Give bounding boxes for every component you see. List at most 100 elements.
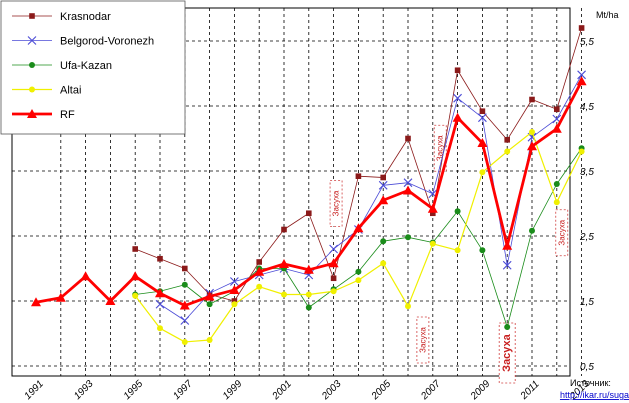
legend-marker [29, 62, 35, 68]
data-point [281, 291, 287, 298]
y-tick-label: 4,5 [580, 102, 594, 113]
data-point [231, 298, 238, 304]
data-point [181, 281, 188, 288]
data-point [553, 181, 560, 187]
data-point [305, 304, 312, 311]
drought-annotation: Засуха [332, 190, 341, 216]
data-point [478, 113, 487, 123]
data-point [577, 70, 586, 80]
data-point [256, 259, 262, 265]
data-point [553, 199, 560, 206]
data-point [31, 297, 41, 307]
y-tick-label: 2,5 [579, 232, 594, 243]
data-point [281, 226, 287, 233]
data-point [181, 338, 188, 345]
data-point [328, 258, 339, 268]
data-point [229, 284, 240, 294]
data-point [429, 240, 436, 247]
y-tick-label: 0,5 [580, 362, 594, 373]
data-point [479, 169, 486, 176]
x-tick-label: 2003 [319, 378, 344, 403]
data-point [305, 291, 312, 298]
legend-entry: Ufa-Kazan [60, 60, 112, 72]
data-point [529, 96, 535, 103]
drought-annotation: Засуха [557, 219, 566, 245]
drought-annotation: Засуха [436, 135, 445, 161]
drought-annotation: Засуха [418, 327, 427, 353]
data-point [206, 301, 213, 308]
data-point [479, 247, 486, 254]
source-link[interactable]: http://ikar.ru/sugar [560, 390, 629, 400]
x-tick-label: 1999 [221, 378, 245, 402]
data-point [454, 67, 461, 74]
series-rf [31, 76, 587, 310]
data-point [454, 247, 461, 254]
data-point [527, 141, 537, 151]
data-point [182, 265, 188, 272]
data-point [303, 264, 314, 274]
legend-marker [27, 109, 37, 118]
data-point [502, 240, 513, 250]
data-point [551, 123, 562, 133]
data-point [155, 288, 165, 298]
x-tick-label: 1997 [171, 378, 195, 402]
data-point [578, 148, 585, 155]
legend-marker [29, 13, 35, 19]
data-point [405, 234, 411, 241]
data-point [279, 258, 289, 268]
data-point [130, 271, 141, 281]
data-point [206, 337, 213, 343]
x-tick-label: 1995 [122, 378, 146, 402]
drought-annotation-box [329, 180, 343, 227]
data-point [479, 108, 486, 114]
data-point [330, 288, 337, 295]
data-point [504, 148, 511, 155]
legend-entry: Krasnodar [60, 11, 111, 23]
series-altai [132, 129, 585, 345]
series-line [159, 74, 582, 321]
x-tick-label: 2005 [369, 378, 394, 403]
data-point [329, 244, 338, 254]
data-point [578, 25, 585, 31]
data-point [378, 195, 389, 205]
data-point [355, 268, 362, 275]
data-point [306, 210, 312, 217]
data-point [403, 185, 413, 195]
data-point [157, 325, 163, 332]
legend-entry: Belgorod-Voronezh [60, 36, 154, 48]
data-point [353, 223, 364, 233]
data-point [380, 260, 387, 267]
data-point [132, 292, 139, 299]
legend-marker [29, 86, 35, 93]
y-tick-label: 1,5 [580, 297, 594, 308]
data-point [80, 271, 91, 281]
data-point [204, 291, 215, 301]
x-tick-label: 1991 [22, 378, 46, 402]
source-label: Источник: [570, 378, 611, 388]
data-point [430, 210, 436, 217]
drought-annotation: Засуха [501, 333, 513, 371]
data-point [55, 292, 66, 302]
data-point [378, 180, 388, 190]
y-tick-label: 5,5 [580, 37, 594, 48]
data-point [427, 203, 438, 213]
x-tick-label: 2001 [270, 378, 294, 402]
data-point [231, 301, 238, 308]
x-tick-label: 2011 [518, 379, 542, 403]
data-point [254, 266, 265, 276]
drought-annotation-box [555, 209, 569, 257]
data-point [504, 137, 510, 143]
data-point [405, 303, 411, 310]
data-point [330, 275, 337, 282]
data-point [155, 299, 165, 309]
data-point [179, 300, 190, 310]
x-tick-label: 2007 [419, 378, 444, 403]
data-point [157, 255, 163, 262]
data-point [454, 208, 461, 215]
unit-label: Mt/ha [596, 10, 619, 20]
data-point [502, 260, 512, 270]
x-tick-label: 2009 [468, 378, 493, 403]
y-tick-label: 3,5 [580, 167, 594, 178]
data-point [403, 178, 413, 188]
